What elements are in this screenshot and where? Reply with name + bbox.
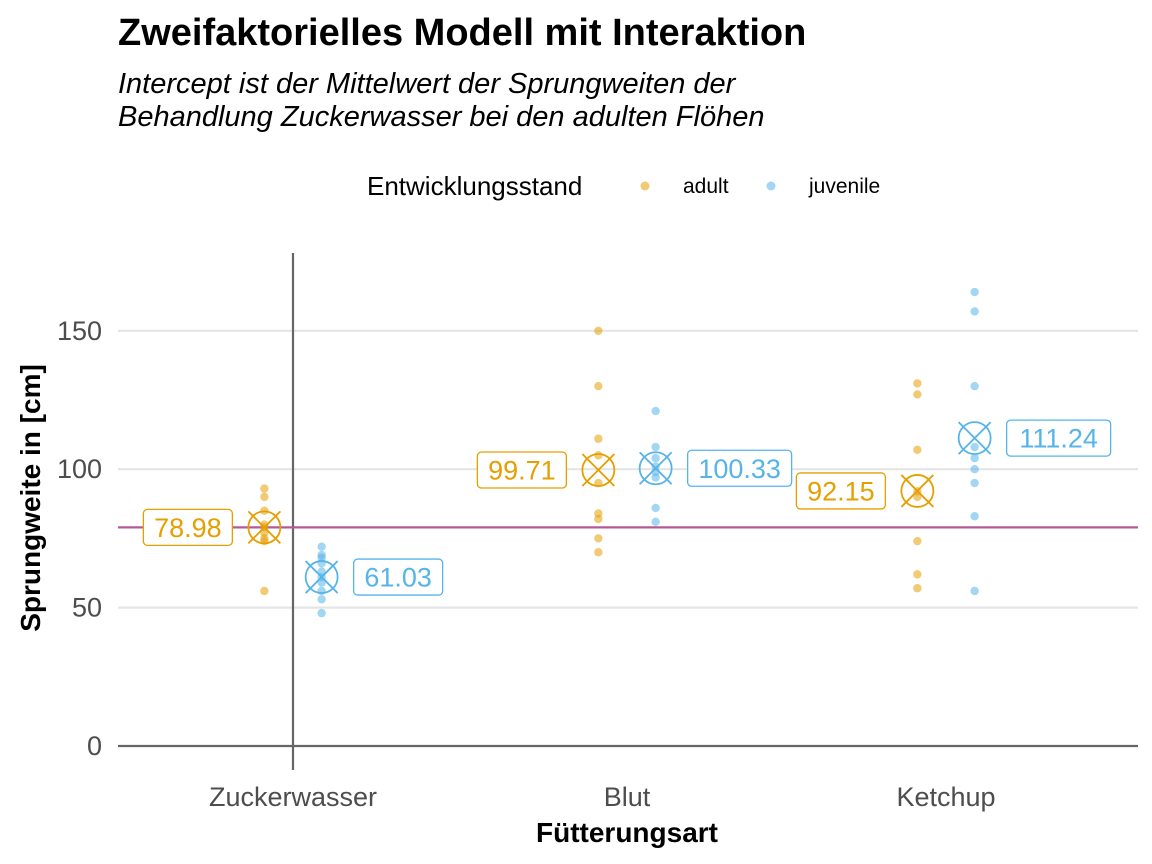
point-adult-blut-7 [594, 534, 603, 543]
mean-marker-juvenile-ketchup [957, 421, 992, 455]
legend-title: Entwicklungsstand [367, 171, 582, 201]
point-juvenile-zuckerwasser-6 [317, 578, 326, 587]
mean-marker-circle [900, 474, 935, 508]
point-juvenile-ketchup-6 [970, 478, 979, 488]
point-juvenile-ketchup-8 [970, 586, 979, 596]
point-juvenile-ketchup-0 [970, 287, 979, 297]
point-juvenile-zuckerwasser-0 [317, 542, 326, 551]
y-axis-title: Sprungweite in [cm] [15, 364, 46, 632]
point-juvenile-ketchup-5 [970, 465, 979, 474]
mean-label-juvenile-ketchup: 111.24 [1005, 419, 1112, 457]
mean-label-text: 111.24 [1019, 424, 1098, 454]
point-adult-ketchup-4 [913, 492, 922, 502]
mean-marker-circle [957, 421, 992, 455]
mean-marker-cross-b [581, 453, 615, 487]
mean-marker-cross-b [639, 451, 673, 485]
point-adult-blut-3 [594, 451, 603, 460]
point-adult-ketchup-0 [913, 379, 922, 388]
mean-marker-juvenile-blut [638, 451, 673, 486]
chart-subtitle-line-1: Intercept ist der Mittelwert der Sprungw… [118, 68, 737, 100]
mean-marker-cross-b [247, 510, 281, 545]
point-adult-blut-0 [594, 326, 603, 335]
mean-label-juvenile-zuckerwasser: 61.03 [352, 558, 444, 596]
point-adult-ketchup-7 [913, 584, 922, 593]
point-juvenile-blut-2 [651, 453, 660, 463]
point-juvenile-zuckerwasser-9 [317, 608, 326, 618]
mean-label-adult-blut: 99.71 [476, 451, 568, 489]
mean-labels: 78.98 99.71 92.15 61.03 100.33 111.24 [142, 419, 1112, 596]
mean-label-box [795, 472, 887, 510]
point-adult-zuckerwasser-0 [260, 484, 269, 493]
y-axis-ticks: 0 50 100 150 [57, 316, 102, 761]
mean-label-text: 78.98 [154, 513, 222, 543]
mean-label-adult-ketchup: 92.15 [795, 472, 887, 510]
point-adult-blut-6 [594, 514, 603, 524]
legend-label-adult: adult [683, 175, 729, 198]
mean-marker-adult-ketchup [900, 474, 935, 508]
mean-marker-circle [304, 560, 339, 594]
point-juvenile-blut-6 [651, 503, 660, 513]
point-adult-ketchup-6 [913, 570, 922, 579]
point-juvenile-ketchup-3 [970, 442, 979, 452]
legend-label-juvenile: juvenile [808, 175, 880, 198]
point-juvenile-ketchup-2 [970, 381, 979, 391]
point-adult-ketchup-2 [913, 445, 922, 455]
point-juvenile-ketchup-7 [970, 512, 979, 521]
legend-swatch-adult [640, 181, 650, 191]
mean-marker-cross-b [958, 421, 992, 455]
reference-lines [118, 253, 1138, 770]
mean-marker-circle [581, 453, 616, 487]
y-tick-label-0: 0 [87, 731, 102, 761]
y-tick-label-100: 100 [57, 454, 102, 484]
x-tick-label-ketchup: Ketchup [896, 782, 995, 812]
mean-label-juvenile-blut: 100.33 [686, 449, 793, 487]
point-juvenile-blut-7 [651, 517, 660, 526]
point-adult-zuckerwasser-8 [260, 586, 269, 596]
chart-title: Zweifaktorielles Modell mit Interaktion [118, 12, 806, 54]
x-axis-ticks: Zuckerwasser Blut Ketchup [209, 782, 996, 812]
chart-subtitle-line-2: Behandlung Zuckerwasser bei den adulten … [118, 101, 764, 133]
point-adult-ketchup-1 [913, 390, 922, 399]
point-adult-ketchup-5 [913, 536, 922, 546]
point-juvenile-ketchup-1 [970, 307, 979, 316]
x-tick-label-zuckerwasser: Zuckerwasser [209, 782, 377, 812]
mean-label-text: 100.33 [698, 454, 781, 484]
legend-swatch-juvenile [766, 181, 776, 191]
x-tick-label-blut: Blut [604, 782, 651, 812]
mean-label-box [686, 449, 793, 487]
mean-label-text: 92.15 [807, 476, 875, 506]
x-axis-title: Fütterungsart [536, 817, 718, 848]
y-tick-label-150: 150 [57, 316, 102, 346]
mean-label-box [352, 558, 444, 596]
mean-marker-circle [247, 510, 282, 545]
mean-label-box [142, 508, 234, 547]
mean-label-text: 61.03 [364, 563, 432, 593]
mean-marker-adult-blut [581, 453, 616, 487]
mean-label-box [476, 451, 568, 489]
point-juvenile-zuckerwasser-8 [317, 595, 326, 604]
mean-label-text: 99.71 [488, 456, 556, 486]
mean-label-box [1005, 419, 1112, 457]
mean-marker-cross-b [305, 560, 339, 594]
point-adult-blut-2 [594, 434, 603, 443]
point-juvenile-ketchup-4 [970, 453, 979, 463]
mean-marker-cross-b [900, 474, 934, 508]
mean-marker-juvenile-zuckerwasser [304, 560, 339, 594]
grid-lines [118, 329, 1138, 609]
mean-marker-circle [638, 451, 673, 486]
mean-markers [247, 421, 992, 594]
mean-label-adult-zuckerwasser: 78.98 [142, 508, 234, 547]
point-juvenile-blut-5 [651, 473, 660, 482]
legend: Entwicklungsstand adult juvenile [367, 171, 880, 201]
point-juvenile-blut-1 [651, 442, 660, 452]
y-tick-label-50: 50 [72, 593, 102, 623]
mean-marker-adult-zuckerwasser [247, 510, 282, 545]
point-juvenile-blut-0 [651, 406, 660, 416]
point-adult-blut-1 [594, 381, 603, 391]
point-adult-blut-8 [594, 548, 603, 557]
point-adult-zuckerwasser-1 [260, 492, 269, 502]
